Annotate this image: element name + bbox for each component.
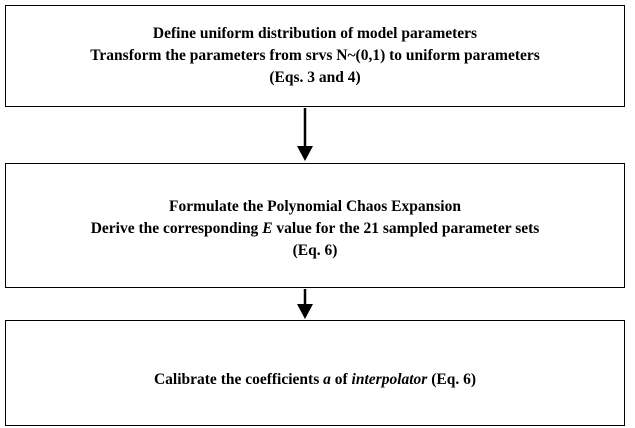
text-segment: interpolator xyxy=(351,371,428,388)
text-segment: Transform the parameters from srvs N~(0,… xyxy=(90,47,540,64)
text-segment: Formulate the Polynomial Chaos Expansion xyxy=(169,197,461,215)
text-line: Calibrate the coefficients a of interpol… xyxy=(154,369,476,391)
text-segment: value for the 21 sampled parameter sets xyxy=(272,219,540,237)
text-line: Define uniform distribution of model par… xyxy=(153,23,477,45)
text-line: Formulate the Polynomial Chaos Expansion xyxy=(169,196,461,218)
text-segment: (Eq. 6) xyxy=(292,241,338,259)
text-segment: Define uniform distribution of model par… xyxy=(152,25,478,42)
text-segment: E xyxy=(262,219,273,237)
process-box: Formulate the Polynomial Chaos Expansion… xyxy=(5,163,625,288)
text-segment: of xyxy=(330,371,352,388)
process-box: Calibrate the coefficients a of interpol… xyxy=(5,320,625,426)
text-segment: (Eq. 6) xyxy=(427,371,477,388)
arrow-head xyxy=(297,304,313,319)
text-line: Derive the corresponding E value for the… xyxy=(91,218,540,240)
text-segment: Calibrate the coefficients xyxy=(153,371,324,388)
arrow-head xyxy=(297,146,313,161)
text-line: (Eq. 6) xyxy=(293,240,338,262)
text-line: Transform the parameters from srvs N~(0,… xyxy=(90,45,540,67)
text-segment: a xyxy=(323,371,331,388)
process-box: Define uniform distribution of model par… xyxy=(5,5,625,107)
text-segment: Derive the corresponding xyxy=(90,219,263,237)
text-line: (Eqs. 3 and 4) xyxy=(269,67,360,89)
text-segment: (Eqs. 3 and 4) xyxy=(269,69,361,86)
